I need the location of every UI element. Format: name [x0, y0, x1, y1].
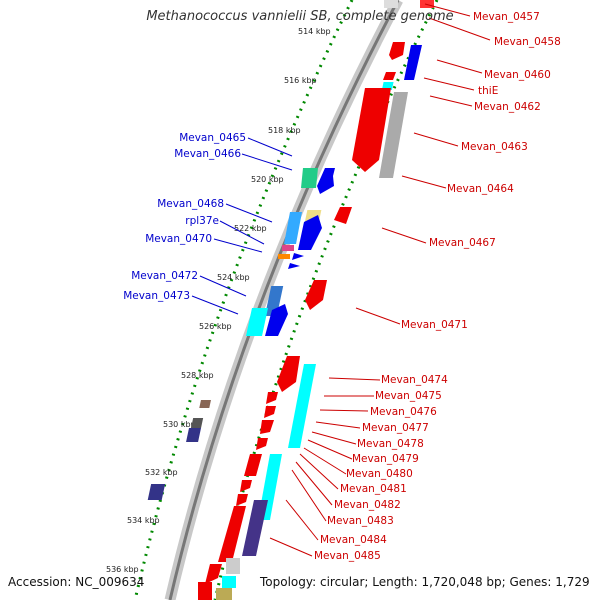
gene-arrow — [352, 88, 391, 172]
gene-label: Mevan_0464 — [447, 183, 514, 195]
gene-label: Mevan_0479 — [352, 453, 419, 465]
gene-label: Mevan_0463 — [461, 141, 528, 153]
gene-block — [186, 428, 202, 442]
left-labels: Mevan_0465 Mevan_0466 Mevan_0468 rpl37e … — [123, 132, 246, 302]
gene-label: Mevan_0485 — [314, 550, 381, 562]
gene-arrow — [244, 454, 262, 476]
gene-arrow — [288, 263, 300, 269]
gene-block — [216, 588, 232, 600]
gene-arrow — [240, 480, 252, 492]
gene-label: Mevan_0477 — [362, 422, 429, 434]
gene-arrow — [298, 215, 322, 250]
gene-block — [420, 0, 434, 8]
gene-label: Mevan_0458 — [494, 36, 561, 48]
gene-block — [246, 308, 268, 336]
backbone-line — [168, 0, 400, 600]
gene-block — [226, 558, 240, 574]
gene-label: Mevan_0470 — [145, 233, 212, 245]
tick-labels: 514 kbp 516 kbp 518 kbp 520 kbp 522 kbp … — [106, 27, 331, 574]
tick-label: 532 kbp — [145, 468, 178, 477]
tick-label: 536 kbp — [106, 565, 139, 574]
scale-ring-inner — [133, 0, 354, 600]
gene-arrow — [236, 494, 248, 506]
gene-block — [199, 400, 211, 408]
gene-block — [383, 72, 396, 80]
gene-arrow — [256, 438, 268, 450]
gene-block — [264, 286, 284, 316]
gene-block — [147, 484, 166, 500]
tick-label: 528 kbp — [181, 371, 214, 380]
gene-arrow — [389, 42, 405, 60]
gene-label: Mevan_0475 — [375, 390, 442, 402]
gene-block — [284, 212, 302, 244]
accession-text: Accession: NC_009634 — [8, 575, 145, 589]
gene-block — [191, 418, 204, 428]
gene-label: Mevan_0466 — [174, 148, 241, 160]
tick-label: 534 kbp — [127, 516, 160, 525]
gene-label: Mevan_0465 — [179, 132, 246, 144]
gene-block — [379, 92, 408, 178]
gene-label: Mevan_0483 — [327, 515, 394, 527]
gene-label: rpl37e — [185, 215, 219, 227]
gene-arrow — [317, 168, 335, 194]
gene-arrow — [205, 564, 222, 584]
leader-lines — [191, 3, 491, 557]
tick-label: 514 kbp — [298, 27, 331, 36]
gene-label: Mevan_0474 — [381, 374, 448, 386]
tick-label: 524 kbp — [217, 273, 250, 282]
gene-arrow — [404, 45, 422, 80]
gene-block — [198, 582, 212, 600]
gene-label: Mevan_0482 — [334, 499, 401, 511]
tick-label: 522 kbp — [234, 224, 267, 233]
gene-label: Mevan_0484 — [320, 534, 387, 546]
gene-blocks — [147, 0, 434, 600]
gene-label: Mevan_0457 — [473, 11, 540, 23]
tick-label: 520 kbp — [251, 175, 284, 184]
scale-ring-outer — [213, 0, 439, 600]
gene-label: Mevan_0480 — [346, 468, 413, 480]
gene-label: Mevan_0460 — [484, 69, 551, 81]
gene-label: Mevan_0467 — [429, 237, 496, 249]
tick-label: 526 kbp — [199, 322, 232, 331]
gene-arrow — [277, 356, 300, 392]
right-labels: Mevan_0457 Mevan_0458 Mevan_0460 thiE Me… — [314, 11, 561, 562]
gene-label: Mevan_0478 — [357, 438, 424, 450]
gene-block — [288, 364, 316, 448]
gene-arrow — [264, 406, 276, 418]
gene-arrow — [334, 207, 352, 224]
gene-block — [278, 254, 290, 259]
tick-label: 530 kbp — [163, 420, 196, 429]
gene-arrow — [305, 280, 327, 310]
gene-label: Mevan_0471 — [401, 319, 468, 331]
gene-label: Mevan_0472 — [131, 270, 198, 282]
gene-block — [222, 576, 236, 588]
gene-block — [242, 500, 268, 556]
tick-label: 516 kbp — [284, 76, 317, 85]
gene-arrow — [292, 253, 304, 260]
gene-arrow — [265, 304, 288, 336]
gene-block — [301, 168, 318, 188]
gene-label: Mevan_0481 — [340, 483, 407, 495]
gene-label: thiE — [478, 85, 498, 97]
gene-label: Mevan_0473 — [123, 290, 190, 302]
gene-arrow — [260, 420, 274, 434]
map-title: Methanococcus vannielii SB, complete gen… — [146, 9, 454, 24]
topology-text: Topology: circular; Length: 1,720,048 bp… — [260, 575, 590, 589]
gene-block — [384, 0, 398, 8]
gene-label: Mevan_0468 — [157, 198, 224, 210]
gene-block — [218, 506, 246, 562]
gene-label: Mevan_0476 — [370, 406, 437, 418]
gene-block — [282, 245, 294, 251]
gene-arrow — [266, 392, 278, 404]
gene-label: Mevan_0462 — [474, 101, 541, 113]
tick-label: 518 kbp — [268, 126, 301, 135]
